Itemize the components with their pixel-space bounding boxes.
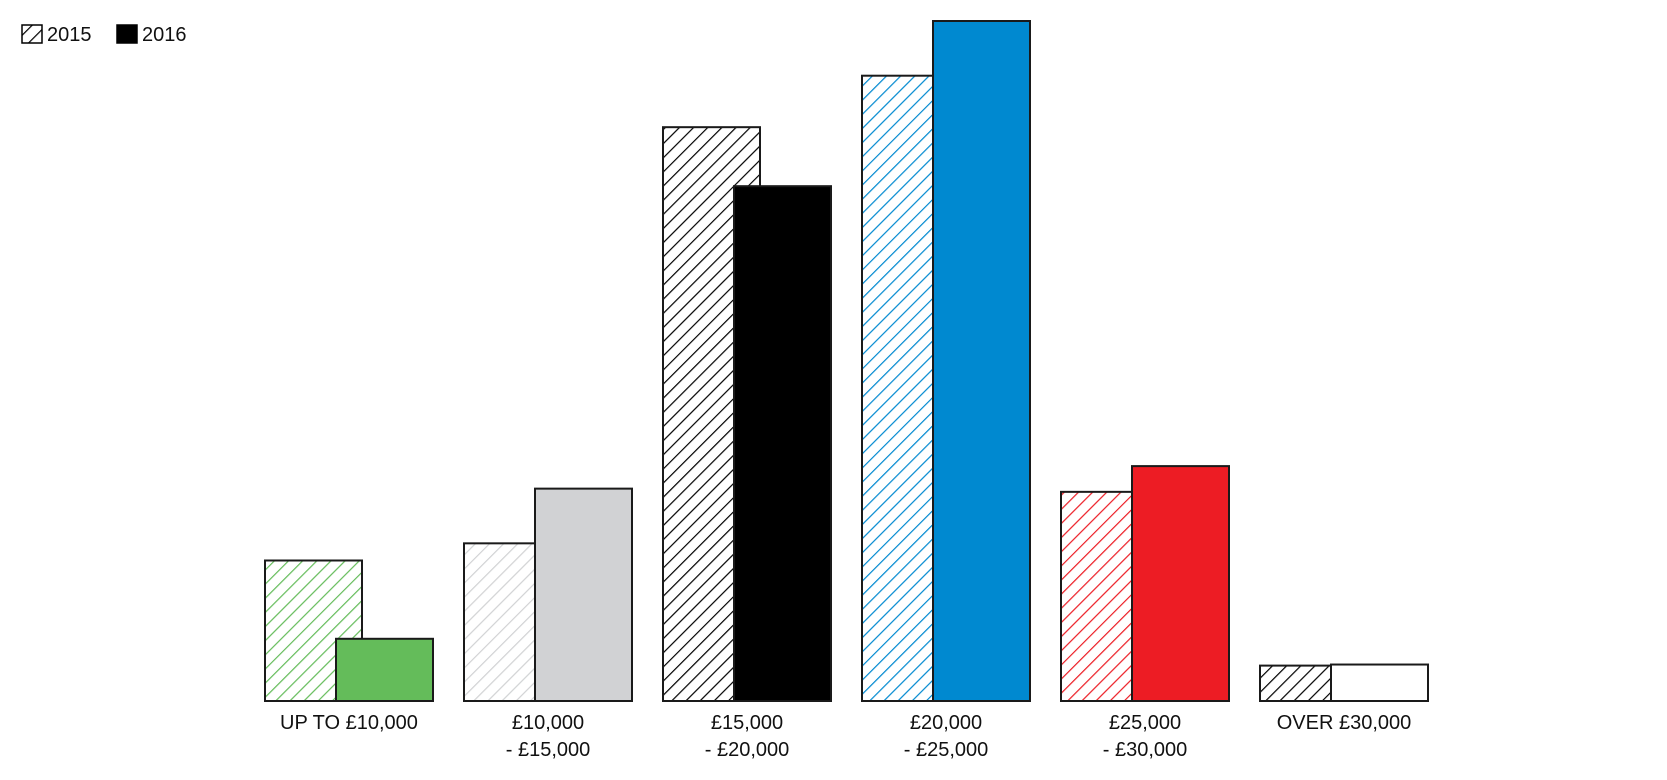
x-tick-label: £15,000- £20,000: [705, 712, 790, 761]
x-tick-label: £20,000- £25,000: [904, 712, 989, 761]
bar: [1330, 663, 1429, 703]
legend-label: 2016: [142, 24, 187, 46]
bar: [733, 185, 832, 702]
x-tick-label: £10,000- £15,000: [506, 712, 591, 761]
bar: [534, 487, 633, 702]
x-tick-label: OVER £30,000: [1277, 712, 1412, 734]
legend-label: 2015: [47, 24, 92, 46]
bar: [335, 637, 434, 703]
x-tick-label: UP TO £10,000: [280, 712, 418, 734]
x-tick-label: £25,000- £30,000: [1103, 712, 1188, 761]
bar: [1131, 465, 1230, 702]
legend-swatch: [116, 24, 138, 44]
legend-swatch: [21, 24, 43, 44]
bar: [932, 20, 1031, 702]
